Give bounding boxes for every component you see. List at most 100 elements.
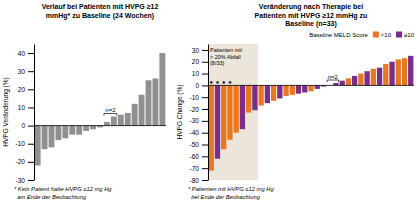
tick-mark: [28, 126, 34, 127]
tick: 0: [195, 82, 208, 89]
star-annotation: ★: [221, 79, 226, 85]
tick-mark: [202, 145, 208, 146]
annotation: Patienten mit> 20% Abfall(8/33): [210, 47, 243, 66]
bar: [265, 85, 270, 103]
text-line: * Patienten mit HVPG ≤12 mg Hg: [188, 186, 274, 192]
legend-title: Baseline MELD Score: [309, 32, 368, 38]
bar: [302, 85, 307, 92]
bar: [340, 81, 345, 86]
bar: [283, 85, 288, 96]
y-axis-title: HVPG Veränderung (%): [2, 77, 10, 146]
text-line: Baseline (n=33): [285, 20, 337, 28]
tick: -30: [16, 177, 34, 184]
tick-mark: [202, 109, 208, 110]
legend: Baseline MELD Score<10≥10: [309, 32, 415, 39]
tick-mark: [28, 162, 34, 163]
star-annotation: ★: [228, 79, 233, 85]
bar: [315, 85, 320, 89]
tick: -10: [190, 94, 208, 101]
footnote: * Patienten mit HVPG ≤12 mg Hg bei Ende …: [188, 186, 274, 200]
tick-label: 20: [18, 86, 26, 93]
legend-label: ≥10: [404, 32, 415, 38]
bar: [125, 113, 131, 126]
tick-label: 0: [21, 122, 25, 129]
star-annotation: ★: [209, 79, 214, 85]
tick-mark: [28, 180, 34, 181]
annotation: n=2: [328, 74, 339, 80]
tick-mark: [202, 156, 208, 157]
bar: [90, 126, 96, 130]
bar: [104, 122, 110, 126]
panel: Veränderung nach Therapie beiPatienten m…: [176, 3, 415, 200]
tick: -20: [190, 106, 208, 113]
bar: [159, 53, 165, 126]
bar: [35, 126, 41, 166]
chart-title: Veränderung nach Therapie beiPatienten m…: [255, 3, 368, 28]
tick-mark: [202, 133, 208, 134]
chart-title: Verlauf bei Patienten mit HVPG ≥12mmHg* …: [42, 3, 159, 20]
bar: [389, 62, 394, 86]
bar: [215, 85, 220, 158]
bar: [152, 78, 158, 125]
bar: [252, 85, 257, 110]
bar: [234, 85, 239, 132]
text-line: Patienten mit HVPG ≥12 mmHg zu: [255, 12, 368, 20]
tick: 30: [18, 68, 34, 75]
bar: [408, 56, 413, 86]
bar: [69, 126, 75, 135]
axis-line: [34, 45, 35, 181]
footnote: * Kein Patient hatte HVPG ≤12 mg Hg am E…: [14, 186, 112, 200]
bar: [277, 85, 282, 98]
tick-label: 30: [192, 46, 200, 53]
tick-mark: [28, 89, 34, 90]
zero-line: [208, 85, 414, 86]
highlight-band: [208, 44, 258, 180]
bar: [290, 85, 295, 94]
bar: [352, 76, 357, 85]
tick-mark: [202, 180, 208, 181]
bar: [111, 117, 117, 126]
bar: [42, 126, 48, 150]
legend-swatch: [396, 32, 402, 38]
tick-label: 30: [18, 68, 26, 75]
y-axis: -30-20-10010203040: [16, 45, 35, 184]
text-line: Veränderung nach Therapie bei: [259, 3, 363, 11]
tick-label: -10: [190, 94, 200, 101]
tick-label: -40: [190, 129, 200, 136]
star-annotation: ★: [215, 79, 220, 85]
bar: [221, 85, 226, 149]
y-axis: -80-70-60-50-40-30-20-100102030: [190, 45, 209, 184]
tick: 0: [21, 122, 34, 129]
tick-mark: [202, 121, 208, 122]
text-line: bei Ende der Beobachtung: [188, 194, 261, 200]
tick-label: -50: [190, 141, 200, 148]
tick: -50: [190, 141, 208, 148]
y-axis-title: HVPG Change (%): [176, 85, 184, 140]
tick: -60: [190, 153, 208, 160]
tick-label: 20: [192, 58, 200, 65]
tick: -70: [190, 165, 208, 172]
tick-label: 0: [195, 82, 199, 89]
tick-mark: [28, 53, 34, 54]
tick-mark: [202, 168, 208, 169]
bar: [402, 58, 407, 85]
tick-label: -60: [190, 153, 200, 160]
bar: [83, 126, 89, 131]
tick-mark: [28, 107, 34, 108]
bracket: [104, 114, 117, 116]
bar: [118, 115, 124, 126]
text-line: > 20% Abfall: [210, 54, 241, 60]
zero-line: [34, 125, 166, 126]
axis-line: [208, 45, 209, 181]
text-line: * Kein Patient hatte HVPG ≤12 mg Hg: [14, 186, 112, 192]
bar: [258, 85, 263, 105]
bracket: [327, 80, 339, 82]
bar: [308, 85, 313, 91]
bar: [227, 85, 232, 139]
tick-mark: [28, 144, 34, 145]
bar: [240, 85, 245, 129]
tick: -30: [190, 117, 208, 124]
tick: -20: [16, 158, 34, 165]
bar: [358, 74, 363, 86]
tick: 30: [192, 46, 208, 53]
